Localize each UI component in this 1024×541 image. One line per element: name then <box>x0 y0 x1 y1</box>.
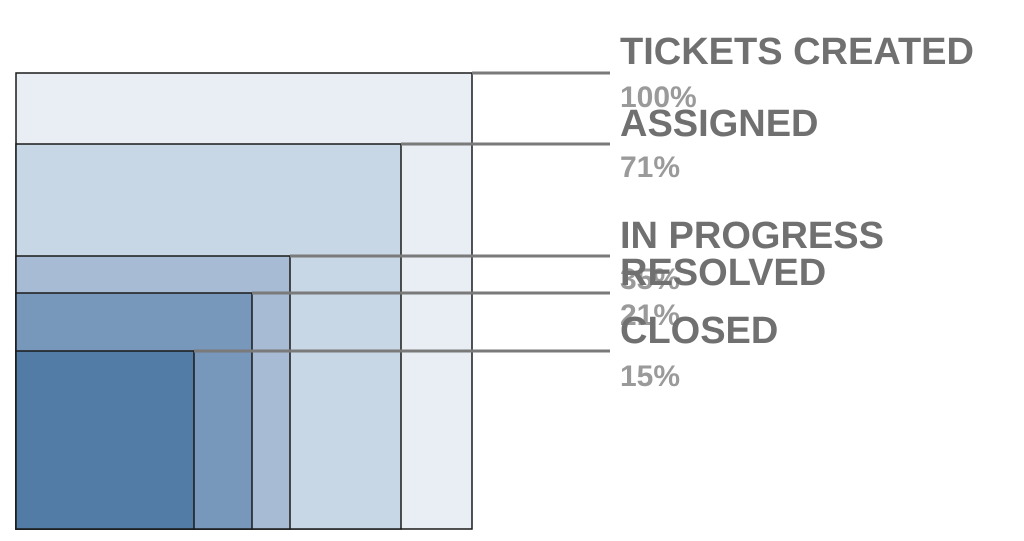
stage-name-3: IN PROGRESS <box>620 215 884 257</box>
funnel-connectors <box>194 71 610 353</box>
stage-name-2: ASSIGNED <box>620 103 818 145</box>
stage-percent-3: 35% <box>620 263 680 296</box>
stage-name-1: TICKETS CREATED <box>620 31 974 73</box>
funnel-labels: 100% TICKETS CREATED 71% ASSIGNED 35% IN PROG… <box>620 31 974 393</box>
stage-percent-4: 21% <box>620 299 680 332</box>
stage-rect-5 <box>15 350 195 530</box>
stage-percent-5: 15% <box>620 360 680 393</box>
funnel-rects <box>15 72 473 530</box>
stage-name-5: CLOSED <box>620 310 778 352</box>
stage-percent-2: 71% <box>620 151 680 184</box>
stage-percent-1: 100% <box>620 81 697 114</box>
stage-name-4: RESOLVED <box>620 252 826 294</box>
